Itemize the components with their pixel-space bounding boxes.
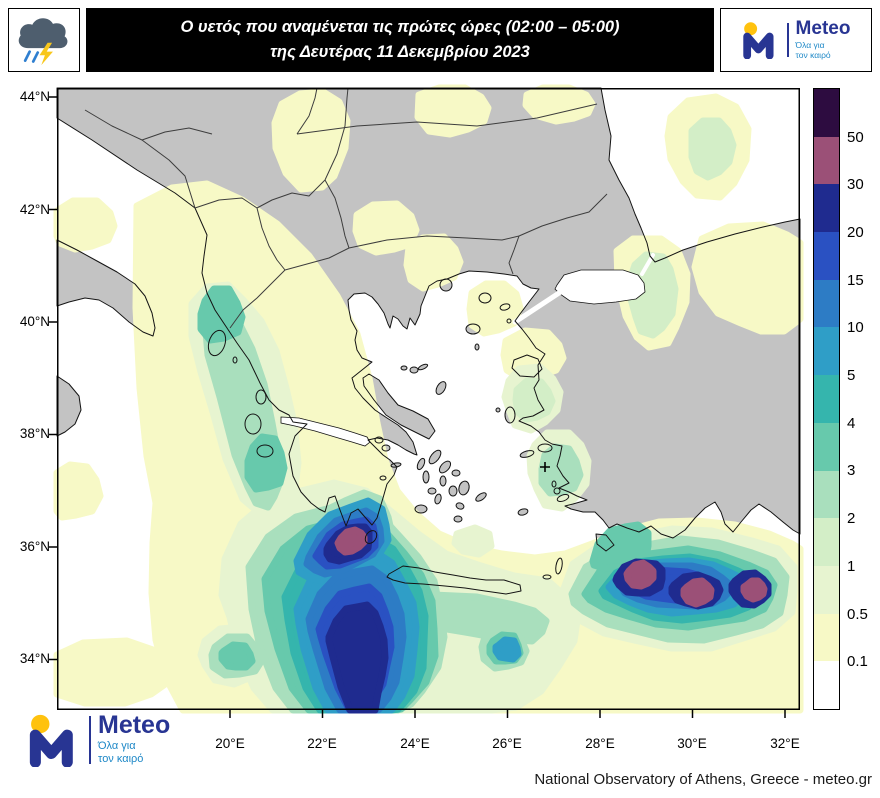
legend-label: 3 [847, 462, 856, 479]
logo-divider [786, 22, 789, 57]
legend-label: 5 [847, 367, 856, 384]
legend-color-block [814, 470, 839, 519]
legend-label: 0.1 [847, 653, 868, 670]
brand-name: Meteo [98, 711, 171, 739]
legend-colorbar [813, 88, 840, 710]
precip-level-30 [334, 526, 768, 608]
sun-icon [743, 22, 757, 36]
brand-name: Meteo [795, 17, 851, 39]
lat-label-36n: 36°N [19, 539, 50, 554]
meteo-m-icon [29, 714, 73, 767]
weather-icon-box [8, 8, 80, 72]
legend-color-block [814, 89, 839, 137]
lon-label-22e: 22°E [307, 736, 337, 751]
cloud-shape [18, 18, 68, 49]
lon-label-20e: 20°E [215, 736, 245, 751]
legend-color-block [814, 327, 839, 376]
meteo-logo: Meteo Όλα για τον καιρό [742, 17, 851, 61]
legend-color-block [814, 136, 839, 185]
dardanelles-strait [512, 288, 565, 325]
precip-level-1 [512, 117, 737, 423]
sun-icon [31, 714, 50, 733]
meteo-logo-box: Meteo Όλα για τον καιρό [720, 8, 872, 72]
gulf-of-corinth [280, 416, 371, 447]
lat-label-40n: 40°N [19, 314, 50, 329]
header: Ο υετός που αναμένεται τις πρώτες ώρες (… [8, 8, 872, 72]
lat-label-34n: 34°N [19, 651, 50, 666]
lon-label-26e: 26°E [492, 736, 522, 751]
title-bar: Ο υετός που αναμένεται τις πρώτες ώρες (… [86, 8, 714, 72]
sea-of-marmara [554, 269, 646, 305]
legend-color-block [814, 279, 839, 328]
lon-label-30e: 30°E [677, 736, 707, 751]
title-line-2: της Δευτέρας 11 Δεκεμβρίου 2023 [270, 43, 530, 61]
legend-label: 4 [847, 415, 856, 432]
legend-label: 0.5 [847, 606, 868, 623]
lon-label-28e: 28°E [585, 736, 615, 751]
brand-tagline: Όλα για τον καιρό [795, 39, 831, 61]
legend-label: 15 [847, 272, 864, 289]
meteo-logo: Meteo Όλα για τον καιρό [28, 711, 171, 767]
legend-color-block [814, 613, 839, 662]
logo-divider [89, 715, 91, 764]
legend-color-block [814, 375, 839, 423]
legend-color-block [814, 518, 839, 566]
title-line-1: Ο υετός που αναμένεται τις πρώτες ώρες (… [180, 18, 620, 37]
legend-label: 2 [847, 510, 856, 527]
attribution-text: National Observatory of Athens, Greece -… [534, 771, 872, 788]
legend-color-block [814, 565, 839, 614]
precipitation-layer [53, 84, 804, 714]
legend-color-block [814, 422, 839, 471]
legend-label: 1 [847, 558, 856, 575]
map-frame [57, 88, 800, 710]
legend-color-block [814, 661, 839, 709]
sea-channels [280, 253, 655, 447]
meteo-m-icon [742, 22, 774, 59]
legend-labels: 50 30 20 15 10 5 4 3 2 1 0.5 0.1 [847, 88, 880, 710]
location-cross-marker [540, 462, 550, 472]
legend-label: 10 [847, 319, 864, 336]
storm-rain-lightning-icon [18, 18, 68, 66]
legend-label: 50 [847, 129, 864, 146]
lat-label-38n: 38°N [19, 426, 50, 441]
lightning-bolt-icon [39, 42, 53, 66]
lon-label-32e: 32°E [770, 736, 800, 751]
rain-streaks [23, 50, 40, 63]
axis-ticks [49, 96, 786, 718]
legend-color-block [814, 184, 839, 233]
lat-label-42n: 42°N [19, 202, 50, 217]
precipitation-map [49, 84, 804, 718]
meteo-logo-footer: Meteo Όλα για τον καιρό [28, 711, 171, 767]
lon-label-24e: 24°E [400, 736, 430, 751]
brand-tagline: Όλα για τον καιρό [98, 739, 144, 766]
legend-color-block [814, 232, 839, 280]
legend-label: 30 [847, 176, 864, 193]
lat-label-44n: 44°N [19, 89, 50, 104]
country-borders [84, 87, 608, 329]
legend-label: 20 [847, 224, 864, 241]
